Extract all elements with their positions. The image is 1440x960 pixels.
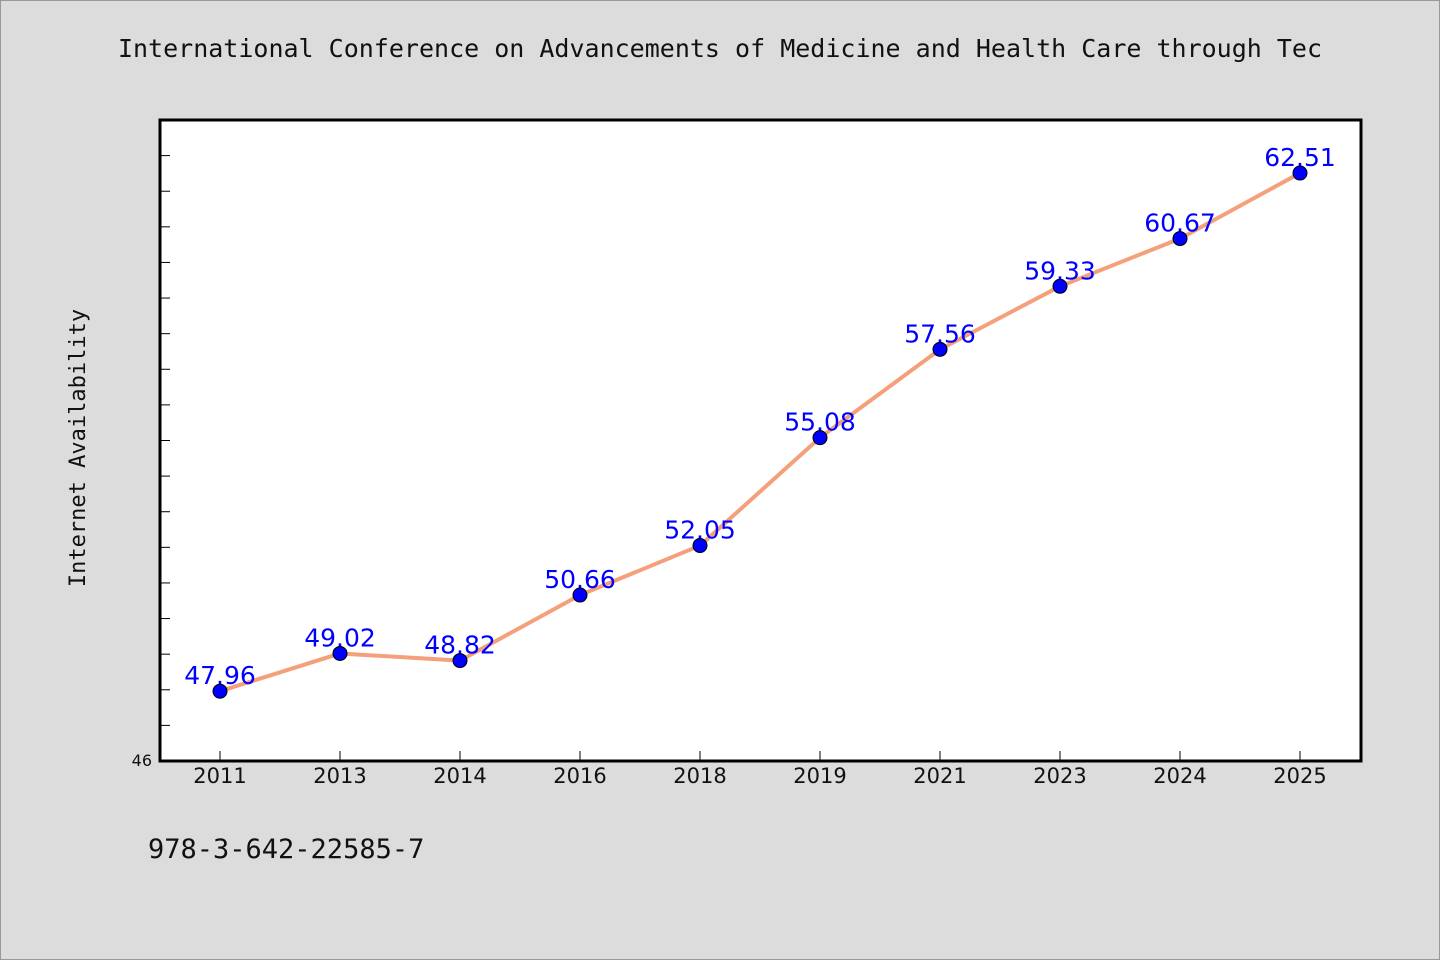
series-line (219, 171, 1301, 694)
data-point (692, 538, 708, 554)
chart-title: International Conference on Advancements… (117, 34, 1323, 63)
x-tick-label: 2013 (313, 764, 366, 788)
data-point (1172, 231, 1188, 247)
x-tick-label: 2018 (673, 764, 726, 788)
y-axis-label: Internet Availability (66, 309, 91, 587)
x-tick-label: 2023 (1033, 764, 1086, 788)
x-tick-label: 2011 (193, 764, 246, 788)
data-point (1292, 165, 1308, 181)
data-point (452, 653, 468, 669)
x-axis-ticks: 2011 2013 2014 2016 2018 2019 2021 2023 2024 2025 (193, 751, 1327, 788)
data-point (1052, 278, 1068, 294)
x-tick-label: 2019 (793, 764, 846, 788)
x-tick-label: 2025 (1273, 764, 1326, 788)
x-tick-label: 2021 (913, 764, 966, 788)
data-point (572, 587, 588, 603)
data-point (932, 341, 948, 357)
data-point (812, 430, 828, 446)
data-point (332, 645, 348, 661)
y-tick-label: 46 (132, 751, 152, 770)
y-axis-ticks: 46 (132, 155, 170, 770)
x-tick-label: 2024 (1153, 764, 1206, 788)
isbn-text: 978-3-642-22585-7 (148, 834, 425, 865)
x-tick-label: 2014 (433, 764, 486, 788)
data-point (212, 683, 228, 699)
x-tick-label: 2016 (553, 764, 606, 788)
